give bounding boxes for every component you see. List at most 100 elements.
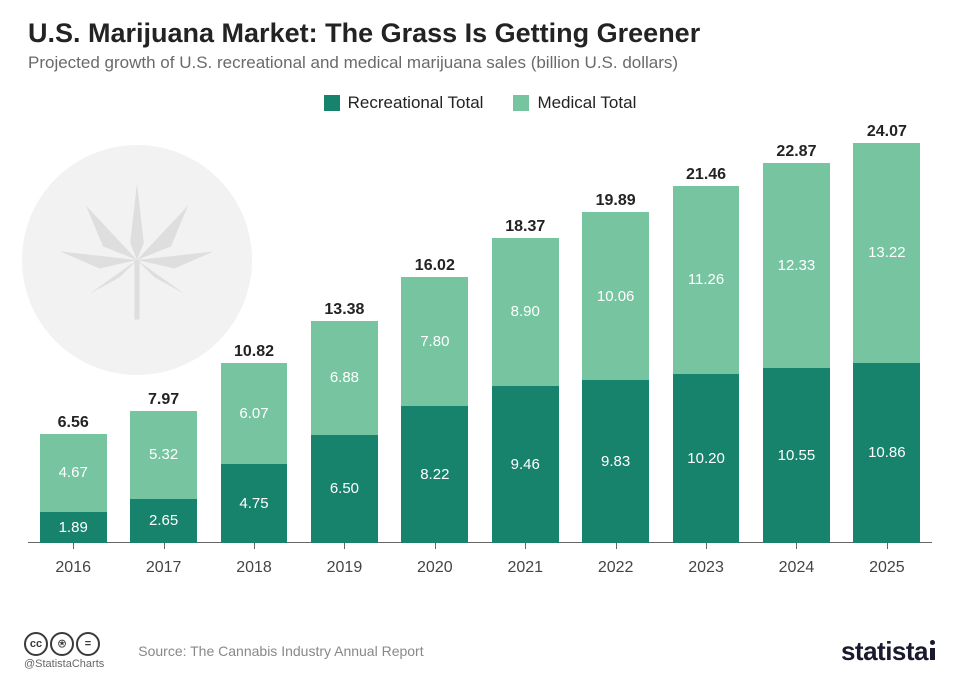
bar-column: 13.38 6.886.50 <box>299 121 389 543</box>
x-axis-tick <box>796 543 797 549</box>
total-label: 13.38 <box>324 301 364 319</box>
bar-segment-recreational: 10.20 <box>673 374 740 544</box>
bar-column: 21.46 11.2610.20 <box>661 121 751 543</box>
cc-icon: cc <box>24 632 48 656</box>
legend: Recreational Total Medical Total <box>0 93 960 113</box>
x-axis-tick <box>73 543 74 549</box>
bar-stack: 7.808.22 <box>401 277 468 543</box>
x-axis-label: 2022 <box>570 549 660 589</box>
bar-segment-recreational: 10.55 <box>763 368 830 543</box>
x-axis-year: 2019 <box>327 559 363 576</box>
x-axis-label: 2018 <box>209 549 299 589</box>
source-text: Source: The Cannabis Industry Annual Rep… <box>138 643 423 659</box>
x-axis-tick <box>254 543 255 549</box>
bar-segment-recreational: 6.50 <box>311 435 378 543</box>
bar-column: 10.82 6.074.75 <box>209 121 299 543</box>
total-label: 16.02 <box>415 257 455 275</box>
total-label: 7.97 <box>148 391 179 409</box>
x-axis-label: 2019 <box>299 549 389 589</box>
bar-segment-medical: 6.88 <box>311 321 378 435</box>
x-axis-tick <box>706 543 707 549</box>
x-axis-year: 2021 <box>507 559 543 576</box>
attribution: cc ⍟ = @StatistaCharts <box>24 632 104 670</box>
bar-stack: 11.2610.20 <box>673 186 740 543</box>
bar-stack: 6.074.75 <box>221 363 288 543</box>
x-axis-year: 2016 <box>55 559 91 576</box>
x-axis-label: 2016 <box>28 549 118 589</box>
legend-item-recreational: Recreational Total <box>324 93 484 113</box>
x-axis-year: 2020 <box>417 559 453 576</box>
cc-nd-icon: = <box>76 632 100 656</box>
bar-segment-recreational: 1.89 <box>40 512 107 543</box>
total-label: 21.46 <box>686 166 726 184</box>
bar-segment-medical: 11.26 <box>673 186 740 373</box>
x-axis-year: 2023 <box>688 559 724 576</box>
x-axis-label: 2024 <box>751 549 841 589</box>
legend-swatch-medical <box>513 95 529 111</box>
total-label: 24.07 <box>867 123 907 141</box>
bar-segment-medical: 6.07 <box>221 363 288 464</box>
x-axis-label: 2025 <box>842 549 932 589</box>
bar-segment-medical: 5.32 <box>130 411 197 499</box>
chart-title: U.S. Marijuana Market: The Grass Is Gett… <box>28 18 932 49</box>
x-axis-tick <box>344 543 345 549</box>
x-axis-tick <box>435 543 436 549</box>
x-axis-label: 2020 <box>390 549 480 589</box>
bar-segment-medical: 7.80 <box>401 277 468 407</box>
x-axis-label: 2017 <box>118 549 208 589</box>
bar-stack: 10.069.83 <box>582 212 649 543</box>
total-label: 6.56 <box>58 414 89 432</box>
bar-segment-medical: 4.67 <box>40 434 107 512</box>
bar-column: 19.89 10.069.83 <box>570 121 660 543</box>
bar-segment-recreational: 8.22 <box>401 406 468 543</box>
x-axis-year: 2022 <box>598 559 634 576</box>
legend-label-recreational: Recreational Total <box>348 93 484 113</box>
bar-segment-medical: 13.22 <box>853 143 920 363</box>
bar-segment-recreational: 10.86 <box>853 363 920 543</box>
bar-stack: 8.909.46 <box>492 238 559 543</box>
cc-license-icons: cc ⍟ = <box>24 632 104 656</box>
bar-column: 6.56 4.671.89 <box>28 121 118 543</box>
legend-label-medical: Medical Total <box>537 93 636 113</box>
bar-stack: 5.322.65 <box>130 411 197 543</box>
logo-mark-icon <box>930 640 936 662</box>
bar-stack: 13.2210.86 <box>853 143 920 543</box>
bar-segment-recreational: 4.75 <box>221 464 288 543</box>
bar-segment-medical: 12.33 <box>763 163 830 368</box>
bar-segment-recreational: 9.83 <box>582 380 649 543</box>
total-label: 19.89 <box>596 192 636 210</box>
bar-segment-medical: 10.06 <box>582 212 649 379</box>
bar-column: 16.02 7.808.22 <box>390 121 480 543</box>
total-label: 18.37 <box>505 218 545 236</box>
x-axis-year: 2017 <box>146 559 182 576</box>
total-label: 10.82 <box>234 343 274 361</box>
legend-swatch-recreational <box>324 95 340 111</box>
bar-segment-medical: 8.90 <box>492 238 559 386</box>
bar-stack: 12.3310.55 <box>763 163 830 543</box>
x-axis-labels: 2016 2017 2018 2019 2020 2021 2022 2023 2024 2025 <box>28 549 932 589</box>
x-axis-tick <box>164 543 165 549</box>
x-axis-label: 2023 <box>661 549 751 589</box>
x-axis-year: 2018 <box>236 559 272 576</box>
bars-container: 6.564.671.897.975.322.6510.826.074.7513.… <box>28 121 932 543</box>
x-axis-tick <box>887 543 888 549</box>
x-axis-tick <box>525 543 526 549</box>
x-axis-label: 2021 <box>480 549 570 589</box>
header: U.S. Marijuana Market: The Grass Is Gett… <box>0 0 960 79</box>
logo-text: statista <box>841 636 928 667</box>
x-axis-year: 2024 <box>779 559 815 576</box>
statista-logo: statista <box>841 636 936 667</box>
x-axis-year: 2025 <box>869 559 905 576</box>
bar-column: 24.07 13.2210.86 <box>842 121 932 543</box>
bar-stack: 6.886.50 <box>311 321 378 543</box>
legend-item-medical: Medical Total <box>513 93 636 113</box>
chart-area: 6.564.671.897.975.322.6510.826.074.7513.… <box>28 121 932 589</box>
chart-subtitle: Projected growth of U.S. recreational an… <box>28 53 932 73</box>
bar-column: 7.97 5.322.65 <box>118 121 208 543</box>
twitter-handle: @StatistaCharts <box>24 658 104 670</box>
x-axis-tick <box>616 543 617 549</box>
bar-stack: 4.671.89 <box>40 434 107 543</box>
bar-column: 18.37 8.909.46 <box>480 121 570 543</box>
bar-segment-recreational: 2.65 <box>130 499 197 543</box>
bar-column: 22.8712.3310.55 <box>751 121 841 543</box>
